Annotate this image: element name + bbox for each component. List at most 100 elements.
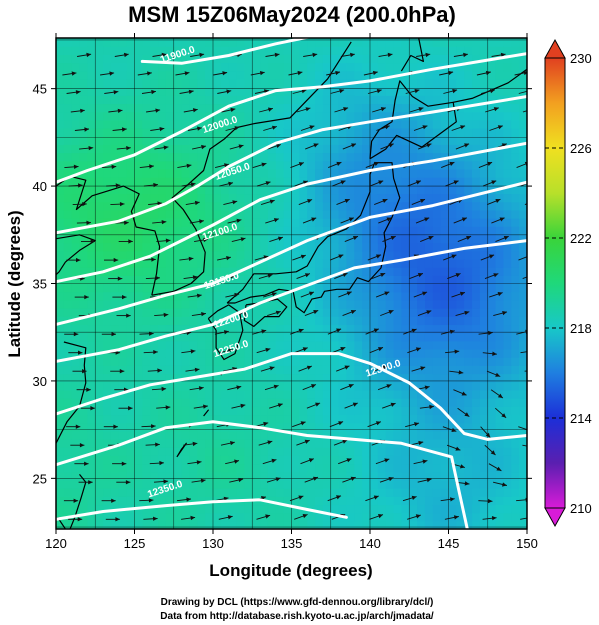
streamline-segment xyxy=(526,130,527,131)
heatmap-cell xyxy=(291,62,300,72)
heatmap-cell xyxy=(205,95,214,105)
heatmap-cell xyxy=(79,226,88,235)
heatmap-cell xyxy=(440,250,450,260)
y-axis-label: Latitude (degrees) xyxy=(5,210,24,357)
heatmap-cell xyxy=(464,103,473,113)
height-contour xyxy=(56,239,527,363)
heatmap-cell xyxy=(299,168,308,178)
heatmap-cell xyxy=(181,414,191,424)
heatmap-cell xyxy=(440,144,450,154)
heatmap-cell xyxy=(299,471,308,481)
heatmap-cell xyxy=(165,414,175,424)
heatmap-cell xyxy=(315,389,324,399)
heatmap-cell xyxy=(330,201,340,211)
heatmap-cell xyxy=(440,299,450,309)
heatmap-cell xyxy=(71,136,81,145)
wind-arrowhead xyxy=(222,71,228,76)
height-contour xyxy=(56,52,527,184)
heatmap-cell xyxy=(228,103,238,113)
heatmap-cell xyxy=(87,103,96,113)
heatmap-cell xyxy=(495,308,505,317)
heatmap-cell xyxy=(409,95,418,105)
heatmap-cell xyxy=(330,250,340,260)
heatmap-cell xyxy=(220,381,230,391)
heatmap-cell xyxy=(142,373,151,383)
wind-arrowhead xyxy=(464,310,470,315)
heatmap-cell xyxy=(220,455,230,465)
heatmap-cell xyxy=(424,62,434,72)
heatmap-cell xyxy=(322,144,332,154)
heatmap-cell xyxy=(181,193,191,203)
wind-arrowhead xyxy=(384,458,390,463)
heatmap-cell xyxy=(385,398,395,407)
heatmap-cell xyxy=(267,234,277,244)
wind-arrowhead xyxy=(372,70,378,76)
heatmap-cell xyxy=(370,234,379,244)
heatmap-cell xyxy=(307,316,316,326)
heatmap-cell xyxy=(95,430,104,440)
y-tick-label: 40 xyxy=(33,179,47,194)
heatmap-cell xyxy=(220,283,230,293)
heatmap-cell xyxy=(346,258,355,268)
wind-arrowhead xyxy=(203,237,208,243)
heatmap-cell xyxy=(79,258,88,268)
heatmap-cell xyxy=(487,455,497,465)
heatmap-cell xyxy=(393,406,402,416)
heatmap-cell xyxy=(307,201,316,211)
heatmap-cell xyxy=(338,242,348,252)
wind-arrowhead xyxy=(226,256,231,261)
heatmap-cell xyxy=(142,250,151,260)
heatmap-cell xyxy=(519,185,527,195)
heatmap-cell xyxy=(220,348,230,358)
heatmap-cell xyxy=(393,152,402,162)
heatmap-cell xyxy=(503,250,512,260)
heatmap-cell xyxy=(377,316,387,326)
heatmap-cell xyxy=(307,87,316,96)
heatmap-cell xyxy=(479,398,489,407)
wind-arrowhead xyxy=(230,441,235,446)
heatmap-cell xyxy=(479,389,489,399)
heatmap-cell xyxy=(228,193,238,203)
heatmap-cell xyxy=(338,471,348,481)
heatmap-cell xyxy=(511,103,520,113)
heatmap-cell xyxy=(244,234,253,244)
heatmap-cell xyxy=(432,160,442,170)
wind-arrowhead xyxy=(78,183,83,188)
heatmap-cell xyxy=(291,144,300,154)
heatmap-cell xyxy=(424,168,434,178)
heatmap-cell xyxy=(487,119,497,129)
heatmap-cell xyxy=(56,160,65,170)
heatmap-cell xyxy=(71,381,81,391)
wind-arrowhead xyxy=(453,515,459,520)
heatmap-cell xyxy=(448,299,457,309)
heatmap-cell xyxy=(479,316,489,326)
heatmap-cell xyxy=(63,242,73,252)
heatmap-cell xyxy=(315,87,324,96)
heatmap-cell xyxy=(440,373,450,383)
heatmap-cell xyxy=(511,438,520,448)
heatmap-cell xyxy=(503,422,512,432)
heatmap-cell xyxy=(385,119,395,129)
heatmap-cell xyxy=(189,463,198,473)
heatmap-cell xyxy=(307,144,316,154)
heatmap-cell xyxy=(142,357,151,366)
heatmap-cell xyxy=(118,62,128,72)
heatmap-cell xyxy=(377,275,387,285)
heatmap-cell xyxy=(197,324,206,334)
heatmap-cell xyxy=(87,152,96,162)
heatmap-cell xyxy=(126,316,136,326)
heatmap-cell xyxy=(244,455,253,465)
heatmap-cell xyxy=(71,520,81,529)
heatmap-cell xyxy=(448,95,457,105)
heatmap-cell xyxy=(315,291,324,301)
heatmap-cell xyxy=(189,62,198,72)
heatmap-cell xyxy=(322,78,332,88)
heatmap-cell xyxy=(267,308,277,317)
heatmap-cell xyxy=(267,406,277,416)
heatmap-cell xyxy=(158,357,167,366)
heatmap-cell xyxy=(307,111,316,121)
heatmap-cell xyxy=(417,242,426,252)
heatmap-cell xyxy=(479,324,489,334)
heatmap-cell xyxy=(362,422,371,432)
heatmap-cell xyxy=(409,209,418,219)
